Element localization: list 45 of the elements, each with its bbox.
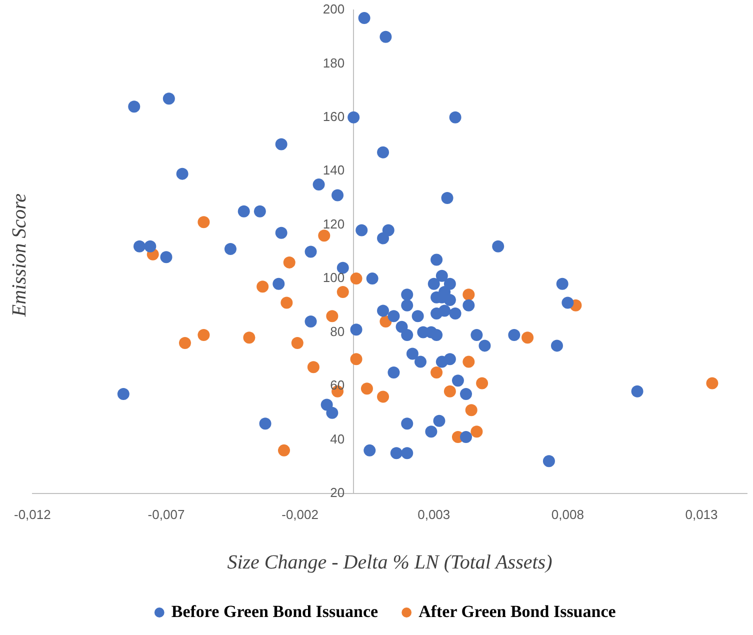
point	[291, 337, 304, 350]
point	[462, 288, 475, 301]
point	[430, 366, 443, 379]
point	[326, 310, 338, 322]
y-tick-label: 160	[322, 109, 345, 124]
x-axis-title: Size Change - Delta % LN (Total Assets)	[227, 551, 553, 574]
point	[307, 361, 320, 374]
x-tick-label: 0,003	[418, 506, 450, 522]
y-tick-label: 20	[330, 484, 345, 500]
x-tick-label: 0,008	[551, 506, 584, 522]
x-tick-label: -0,002	[282, 506, 318, 522]
point	[256, 280, 269, 293]
y-tick-label: 180	[322, 55, 345, 70]
y-axis-title: Emission Score	[8, 193, 32, 317]
point	[283, 256, 296, 268]
point	[470, 426, 483, 438]
point	[706, 377, 718, 390]
point	[278, 444, 290, 456]
point	[476, 377, 488, 390]
x-tick-label: -0,007	[148, 506, 185, 522]
point	[522, 332, 534, 344]
point	[350, 353, 362, 366]
point	[243, 332, 256, 344]
point	[444, 385, 456, 398]
y-tick-label: 120	[322, 216, 345, 232]
y-tick-label: 140	[322, 162, 345, 178]
point	[336, 286, 349, 298]
legend-label: After Green Bond Issuance	[418, 602, 616, 621]
point	[350, 272, 362, 285]
point	[198, 216, 210, 228]
point	[465, 404, 478, 416]
y-tick-label: 200	[322, 2, 345, 17]
y-tick-label: 100	[322, 270, 345, 286]
x-tick-label: 0,013	[685, 506, 718, 522]
x-tick-label: -0,012	[14, 506, 51, 522]
y-tick-label: 80	[330, 324, 345, 339]
point	[178, 337, 191, 350]
legend-label: Before Green Bond Issuance	[171, 602, 379, 621]
point	[360, 382, 373, 395]
point	[377, 390, 390, 403]
point	[198, 328, 210, 341]
point	[280, 296, 293, 309]
y-tick-label: 40	[330, 431, 345, 446]
point	[462, 356, 475, 368]
point	[318, 230, 330, 242]
